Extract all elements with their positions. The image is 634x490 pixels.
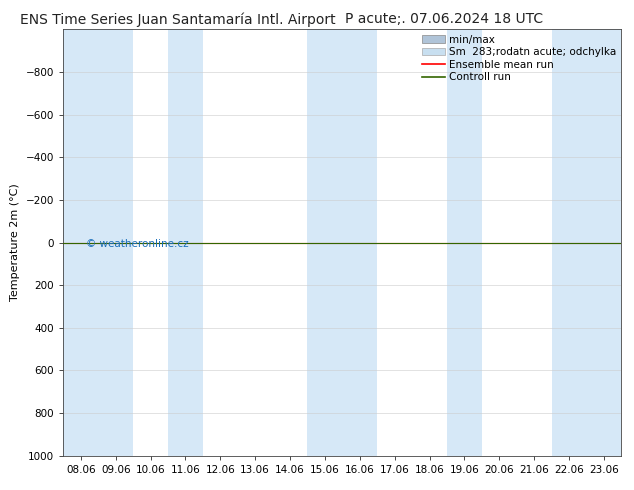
Bar [307,29,342,456]
Bar [552,29,586,456]
Text: © weatheronline.cz: © weatheronline.cz [86,239,188,249]
Y-axis label: Temperature 2m (°C): Temperature 2m (°C) [10,184,20,301]
Text: ENS Time Series Juan Santamaría Intl. Airport: ENS Time Series Juan Santamaría Intl. Ai… [20,12,335,27]
Bar [586,29,621,456]
Bar [63,29,98,456]
Bar [342,29,377,456]
Bar [447,29,482,456]
Text: P acute;. 07.06.2024 18 UTC: P acute;. 07.06.2024 18 UTC [345,12,543,26]
Bar [98,29,133,456]
Bar [168,29,203,456]
Legend: min/max, Sm  283;rodatn acute; odchylka, Ensemble mean run, Controll run: min/max, Sm 283;rodatn acute; odchylka, … [420,32,618,84]
